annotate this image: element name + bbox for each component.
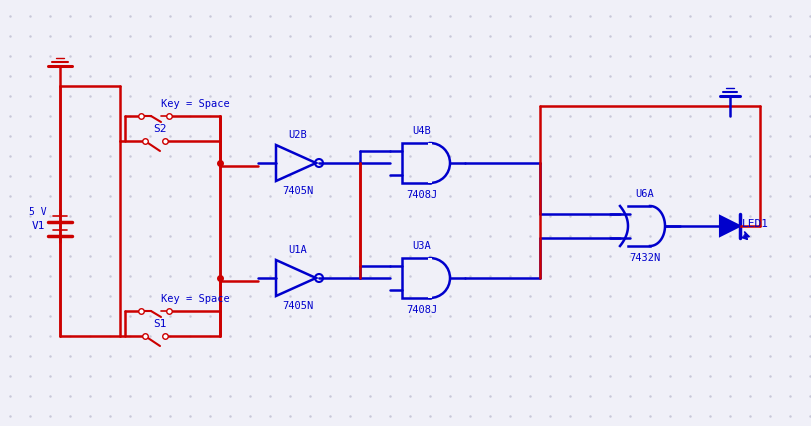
- Text: U6A: U6A: [635, 189, 654, 199]
- Text: 7405N: 7405N: [282, 186, 313, 196]
- Text: 7408J: 7408J: [406, 190, 437, 200]
- Text: U3A: U3A: [412, 241, 431, 251]
- Text: U4B: U4B: [412, 126, 431, 136]
- Text: 7408J: 7408J: [406, 305, 437, 315]
- Text: U1A: U1A: [288, 245, 307, 255]
- Text: S1: S1: [153, 319, 166, 329]
- Text: 7432N: 7432N: [629, 253, 660, 263]
- Text: S2: S2: [153, 124, 166, 134]
- Polygon shape: [719, 216, 739, 236]
- Text: 7405N: 7405N: [282, 301, 313, 311]
- Bar: [427, 258, 431, 298]
- Text: Key = Space: Key = Space: [161, 294, 229, 304]
- Text: V1: V1: [31, 221, 45, 231]
- Text: U2B: U2B: [288, 130, 307, 140]
- Text: 5 V: 5 V: [29, 207, 47, 217]
- Text: LED1: LED1: [740, 219, 767, 229]
- Text: Key = Space: Key = Space: [161, 99, 229, 109]
- Bar: [427, 143, 431, 183]
